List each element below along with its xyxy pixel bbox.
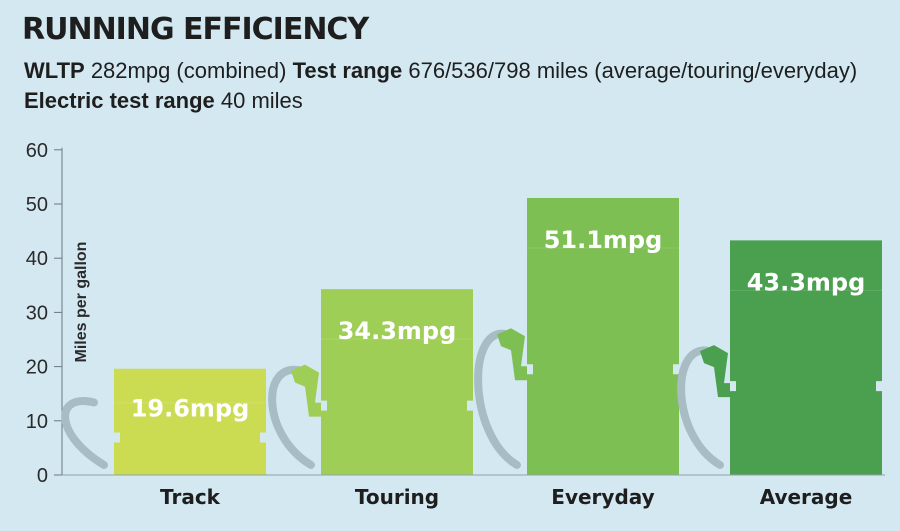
test-range-value: 676/536/798 miles (average/touring/every… (408, 58, 858, 83)
bar-value-label: 19.6mpg (131, 395, 250, 423)
y-tick-label: 50 (26, 194, 48, 216)
fuel-nozzle (700, 345, 730, 398)
bar (730, 240, 882, 475)
electric-range-label: Electric test range (24, 88, 215, 113)
bar-value-label: 51.1mpg (544, 226, 663, 254)
fuel-hose (268, 365, 315, 469)
wltp-value: 282mpg (combined) (90, 58, 287, 83)
fuel-nozzle (291, 364, 321, 417)
y-tick-label: 10 (26, 411, 48, 433)
test-range-label: Test range (292, 58, 403, 83)
y-tick-label: 20 (26, 357, 48, 379)
chart-title: RUNNING EFFICIENCY (22, 12, 369, 47)
fuel-hose (61, 397, 108, 469)
x-tick-label: Track (160, 485, 221, 509)
bar (321, 289, 473, 475)
y-tick-label: 40 (26, 248, 48, 270)
fuel-hose (677, 346, 724, 469)
bar (114, 368, 266, 475)
fuel-hose (474, 329, 521, 469)
bar (527, 198, 679, 475)
electric-range-value: 40 miles (220, 88, 303, 113)
y-tick-label: 60 (26, 140, 48, 162)
fuel-nozzle (497, 328, 527, 381)
y-axis-label: Miles per gallon (73, 241, 90, 363)
bar-value-label: 43.3mpg (747, 268, 866, 296)
chart-subtitle: WLTP 282mpg (combined) Test range 676/53… (24, 56, 884, 116)
x-tick-label: Everyday (551, 485, 654, 509)
wltp-label: WLTP (24, 58, 85, 83)
y-tick-label: 0 (37, 465, 48, 487)
x-tick-label: Touring (355, 485, 439, 509)
y-tick-label: 30 (26, 302, 48, 324)
bar-value-label: 34.3mpg (338, 317, 457, 345)
x-tick-label: Average (760, 485, 853, 509)
